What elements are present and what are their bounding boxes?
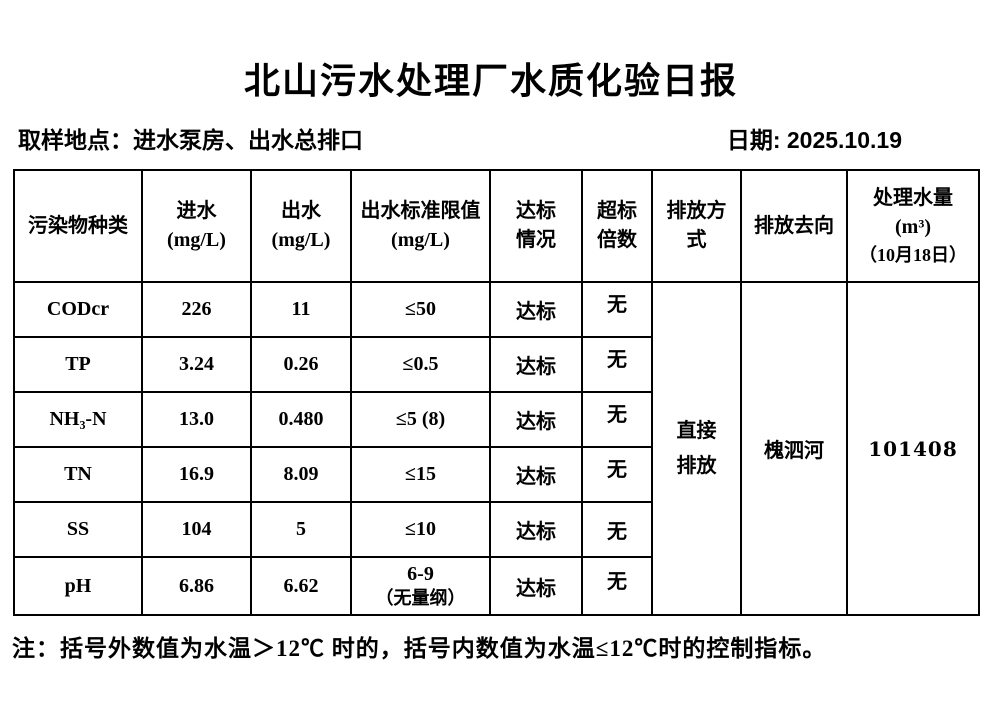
table-row-ss: SS 104 5 ≤10 达标 无 <box>13 501 979 559</box>
pollutant-name: CODcr <box>13 281 143 339</box>
col-header-exceed: 超标 倍数 <box>581 169 653 284</box>
col-header-outflow: 出水 (mg/L) <box>250 169 352 284</box>
footnote: 注：括号外数值为水温＞12℃ 时的，括号内数值为水温≤12℃时的控制指标。 <box>12 636 827 662</box>
exceed-value: 无 <box>581 336 653 394</box>
pollutant-name: TP <box>13 336 143 394</box>
header-row: 污染物种类 进水 (mg/L) 出水 (mg/L) 出水标准限值 (mg/L) … <box>13 169 980 284</box>
col-header-treated-volume: 处理水量 (m³) （10月18日） <box>846 169 980 284</box>
discharge-method-cell: 直接 排放 <box>651 281 742 617</box>
limit-value: ≤0.5 <box>350 336 491 394</box>
outflow-value: 0.480 <box>250 391 352 449</box>
outflow-value: 6.62 <box>250 556 352 617</box>
status-value: 达标 <box>489 501 583 559</box>
col-header-status: 达标 情况 <box>489 169 583 284</box>
outflow-value: 8.09 <box>250 446 352 504</box>
discharge-destination-cell: 槐泗河 <box>740 281 848 617</box>
outflow-value: 11 <box>250 281 352 339</box>
exceed-value: 无 <box>581 556 653 617</box>
inflow-value: 13.0 <box>141 391 252 449</box>
col-header-discharge-destination: 排放去向 <box>740 169 848 284</box>
exceed-value: 无 <box>581 281 653 339</box>
inflow-value: 3.24 <box>141 336 252 394</box>
treated-volume-cell: 101408 <box>846 281 980 617</box>
table-row-ph: pH 6.86 6.62 6-9 （无量纲） 达标 无 <box>13 556 979 617</box>
exceed-value: 无 <box>581 446 653 504</box>
report-date: 日期: 2025.10.19 <box>726 127 902 154</box>
col-header-pollutant: 污染物种类 <box>13 169 143 284</box>
limit-value: 6-9 （无量纲） <box>350 556 491 617</box>
status-value: 达标 <box>489 281 583 339</box>
col-header-inflow: 进水 (mg/L) <box>141 169 252 284</box>
inflow-value: 6.86 <box>141 556 252 617</box>
pollutant-name: TN <box>13 446 143 504</box>
status-value: 达标 <box>489 391 583 449</box>
sampling-location: 取样地点：进水泵房、出水总排口 <box>18 128 363 154</box>
report-subheader: 取样地点：进水泵房、出水总排口 日期: 2025.10.19 <box>0 121 982 155</box>
table-row-tn: TN 16.9 8.09 ≤15 达标 无 <box>13 446 979 504</box>
status-value: 达标 <box>489 336 583 394</box>
outflow-value: 0.26 <box>250 336 352 394</box>
table-row-tp: TP 3.24 0.26 ≤0.5 达标 无 <box>13 336 979 394</box>
exceed-value: 无 <box>581 391 653 449</box>
table-row-codcr: CODcr 226 11 ≤50 达标 无 直接 排放 槐泗河 101408 <box>13 281 980 617</box>
exceed-value: 无 <box>581 501 653 559</box>
status-value: 达标 <box>489 446 583 504</box>
limit-value: ≤5 (8) <box>350 391 491 449</box>
page-title: 北山污水处理厂水质化验日报 <box>243 61 738 101</box>
outflow-value: 5 <box>250 501 352 559</box>
inflow-value: 104 <box>141 501 252 559</box>
inflow-value: 16.9 <box>141 446 252 504</box>
pollutant-name: pH <box>13 556 143 617</box>
pollutant-name: NH₃-N <box>13 391 143 449</box>
col-header-discharge-method: 排放方 式 <box>651 169 742 284</box>
water-quality-table: 污染物种类 进水 (mg/L) 出水 (mg/L) 出水标准限值 (mg/L) … <box>13 169 980 617</box>
table-row-nh3n: NH₃-N 13.0 0.480 ≤5 (8) 达标 无 <box>13 391 979 449</box>
limit-value: ≤50 <box>350 281 491 339</box>
limit-value: ≤10 <box>350 501 491 559</box>
col-header-limit: 出水标准限值 (mg/L) <box>350 169 491 284</box>
pollutant-name: SS <box>13 501 143 559</box>
inflow-value: 226 <box>141 281 252 339</box>
status-value: 达标 <box>489 556 583 617</box>
limit-value: ≤15 <box>350 446 491 504</box>
